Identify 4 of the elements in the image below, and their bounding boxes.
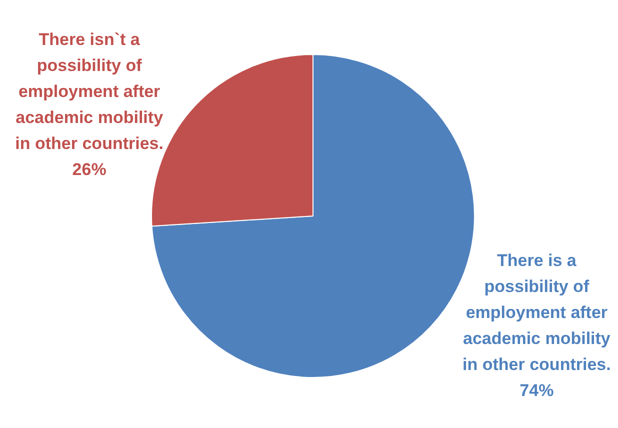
slice-label: There is a possibility of employment after academic mobility in other countries. — [462, 251, 611, 374]
data-label: 74% — [520, 381, 554, 400]
data-label: 26% — [72, 160, 106, 180]
slice-label: There isn`t a possibility of employment after academic mobility in other countries. — [15, 30, 164, 154]
